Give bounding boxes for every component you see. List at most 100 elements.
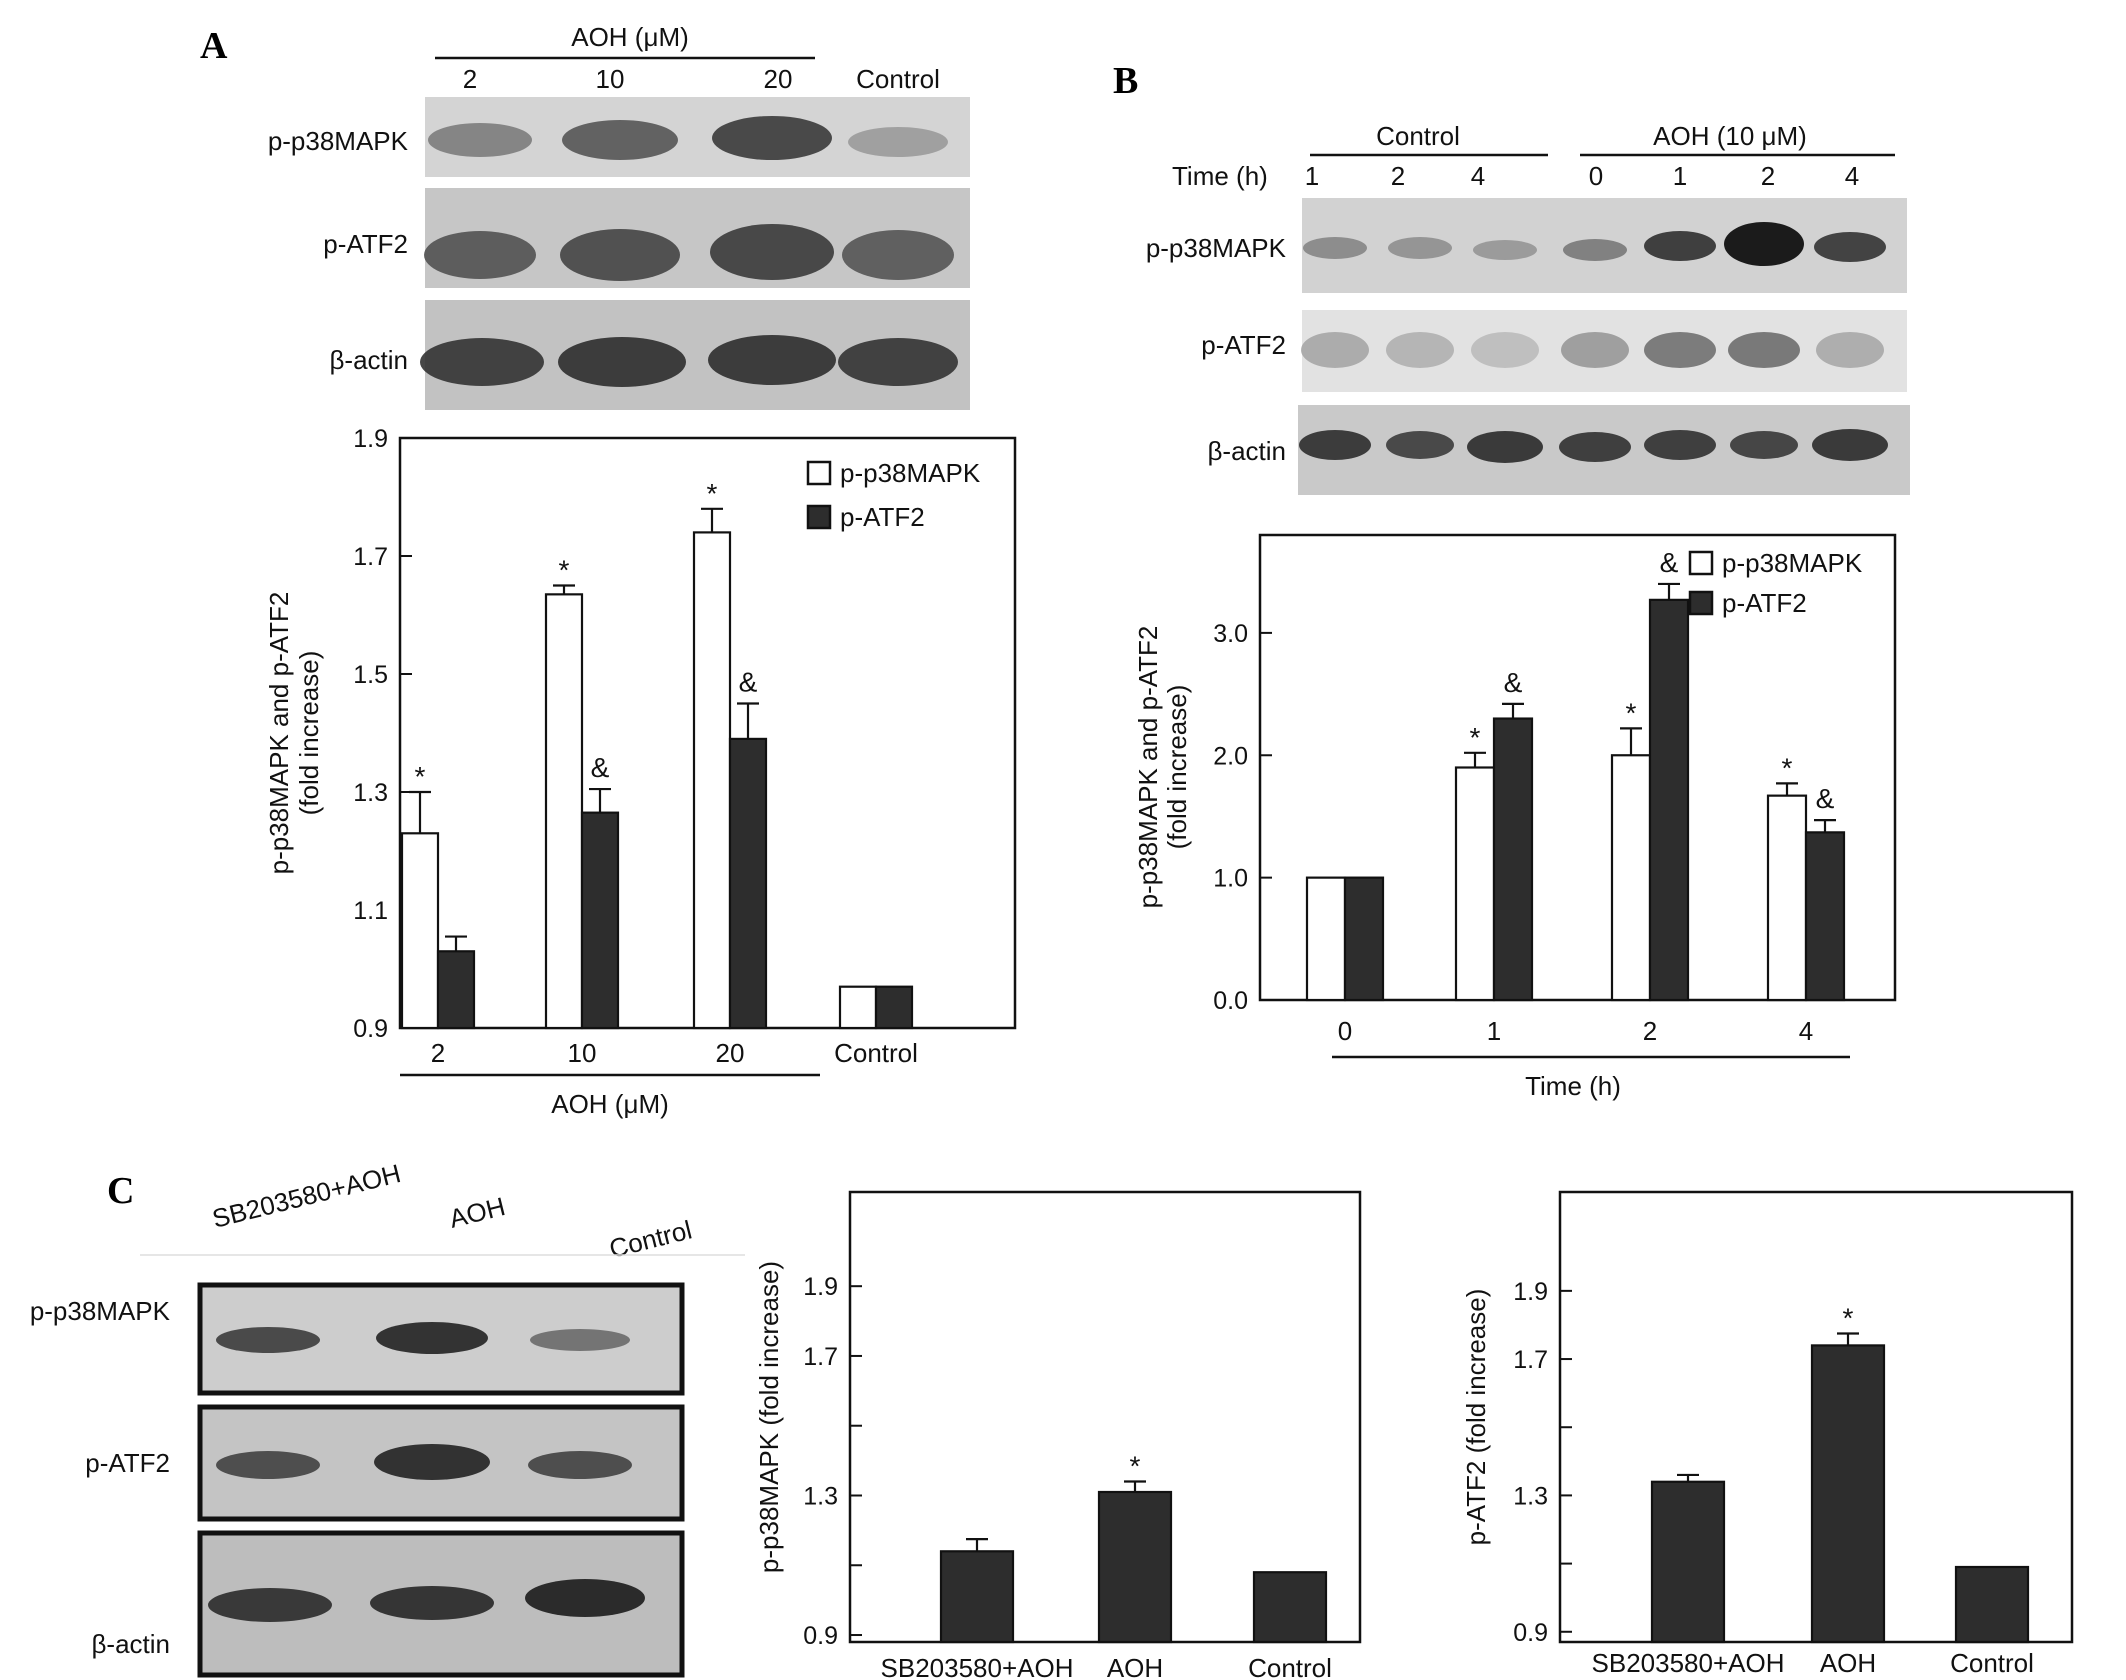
legend-label: p-ATF2 xyxy=(840,502,925,532)
bar xyxy=(1454,766,1496,1002)
blot-b-band xyxy=(1814,232,1886,262)
blot-b-row-label: β-actin xyxy=(1207,436,1286,466)
blot-c: SB203580+AOH AOH Control p-p38MAPK p-ATF… xyxy=(30,1158,745,1678)
x-tick-label: SB203580+AOH xyxy=(881,1653,1074,1680)
panel-letter-c: C xyxy=(107,1170,134,1212)
x-tick-label: AOH xyxy=(1107,1653,1163,1680)
y-tick-label: 1.7 xyxy=(803,1343,838,1371)
x-tick-label: SB203580+AOH xyxy=(1592,1648,1785,1678)
blot-a-row-label: p-p38MAPK xyxy=(268,126,409,156)
blot-a-row-label: p-ATF2 xyxy=(323,229,408,259)
blot-a-group-label: AOH (μM) xyxy=(571,22,689,52)
significance-ampersand: & xyxy=(1816,783,1835,814)
x-tick-label: Control xyxy=(1248,1653,1332,1680)
blot-c-lane-label: Control xyxy=(606,1214,695,1263)
y-tick-label: 1.1 xyxy=(353,897,388,925)
y-tick-label: 1.7 xyxy=(1513,1346,1548,1374)
blot-c-lane-label: SB203580+AOH xyxy=(209,1158,403,1234)
blot-a-band xyxy=(424,231,536,279)
blot-b-band xyxy=(1467,431,1543,463)
x-tick-label: 20 xyxy=(716,1038,745,1068)
blot-b-band xyxy=(1473,240,1537,260)
blot-a-band xyxy=(420,338,544,386)
blot-b-band xyxy=(1730,431,1798,459)
blot-b-band xyxy=(1812,429,1888,461)
blot-c-band xyxy=(370,1586,494,1620)
legend-swatch xyxy=(806,460,832,486)
blot-a-band xyxy=(838,338,958,386)
y-tick-label: 1.9 xyxy=(803,1273,838,1301)
bar xyxy=(436,950,476,1030)
x-axis-label: AOH (μM) xyxy=(551,1089,669,1119)
blot-a-band xyxy=(848,127,948,157)
chart-b: 0.0 1.0 2.0 3.0 p-p38MAPK and p-ATF2 (fold in… xyxy=(1133,533,1897,1101)
y-tick-label: 1.9 xyxy=(353,425,388,453)
blot-b-lane-label: 2 xyxy=(1761,161,1775,191)
bar xyxy=(838,985,878,1030)
panel-letter-b: B xyxy=(1113,60,1138,102)
bar xyxy=(939,1550,1015,1644)
bar xyxy=(1648,598,1690,1002)
y-tick-label: 3.0 xyxy=(1213,620,1248,648)
blot-c-band xyxy=(374,1444,490,1480)
blot-a-lane-label: 10 xyxy=(596,64,625,94)
x-tick-label: 10 xyxy=(568,1038,597,1068)
blot-b-time-label: Time (h) xyxy=(1172,161,1268,191)
blot-a-band xyxy=(712,116,832,160)
significance-star: * xyxy=(707,478,718,509)
blot-b-lane-label: 0 xyxy=(1589,161,1603,191)
y-axis-label: (fold increase) xyxy=(1162,685,1192,850)
y-tick-label: 2.0 xyxy=(1213,742,1248,770)
legend-label: p-p38MAPK xyxy=(1722,548,1863,578)
significance-star: * xyxy=(1130,1451,1141,1482)
blot-b-band xyxy=(1386,431,1454,459)
blot-a-band xyxy=(558,337,686,387)
x-tick-label: 0 xyxy=(1338,1016,1352,1046)
blot-b: Control AOH (10 μM) Time (h) 1 2 4 0 1 2… xyxy=(1146,121,1910,495)
chart-c2: 0.9 1.3 1.7 1.9 p-ATF2 (fold increase) SB2035… xyxy=(1461,1190,2074,1678)
blot-a-lane-label: 2 xyxy=(463,64,477,94)
x-tick-label: 4 xyxy=(1799,1016,1813,1046)
blot-c-band xyxy=(216,1451,320,1479)
blot-b-band xyxy=(1724,222,1804,266)
blot-c-band xyxy=(528,1451,632,1479)
bar xyxy=(1343,876,1385,1002)
y-tick-label: 0.0 xyxy=(1213,987,1248,1015)
y-axis-label: p-p38MAPK and p-ATF2 xyxy=(1133,626,1163,909)
bar xyxy=(1305,876,1347,1002)
blot-a-lane-label: 20 xyxy=(764,64,793,94)
blot-c-row-label: p-p38MAPK xyxy=(30,1296,171,1326)
significance-star: * xyxy=(1470,722,1481,753)
blot-b-lane-label: 1 xyxy=(1305,161,1319,191)
blot-b-group1-label: Control xyxy=(1376,121,1460,151)
blot-c-lane-label: AOH xyxy=(446,1191,508,1234)
blot-a-lane-label: Control xyxy=(856,64,940,94)
y-tick-label: 1.3 xyxy=(353,779,388,807)
bar xyxy=(1097,1490,1173,1644)
chart-c1: 0.9 1.3 1.7 1.9 p-p38MAPK (fold increase) SB2… xyxy=(754,1190,1362,1680)
blot-b-lane-label: 4 xyxy=(1845,161,1859,191)
bar xyxy=(1954,1565,2030,1644)
blot-a: AOH (μM) 2 10 20 Control p-p38MAPK p-ATF… xyxy=(268,22,970,410)
blot-a-band xyxy=(842,230,954,280)
y-tick-label: 1.0 xyxy=(1213,865,1248,893)
significance-star: * xyxy=(1782,752,1793,783)
blot-b-lane-label: 2 xyxy=(1391,161,1405,191)
legend-label: p-ATF2 xyxy=(1722,588,1807,618)
bar xyxy=(1766,794,1808,1002)
y-tick-label: 0.9 xyxy=(353,1015,388,1043)
bar xyxy=(692,531,732,1030)
x-tick-label: 2 xyxy=(431,1038,445,1068)
x-tick-label: 1 xyxy=(1487,1016,1501,1046)
bar xyxy=(580,811,620,1030)
blot-b-band xyxy=(1816,332,1884,368)
y-tick-label: 1.3 xyxy=(803,1482,838,1510)
x-tick-label: 2 xyxy=(1643,1016,1657,1046)
y-tick-label: 0.9 xyxy=(803,1622,838,1650)
blot-b-band xyxy=(1303,237,1367,259)
y-tick-label: 1.3 xyxy=(1513,1482,1548,1510)
y-axis-label: p-p38MAPK (fold increase) xyxy=(754,1261,784,1573)
blot-c-band xyxy=(208,1588,332,1622)
blot-b-lane-label: 4 xyxy=(1471,161,1485,191)
